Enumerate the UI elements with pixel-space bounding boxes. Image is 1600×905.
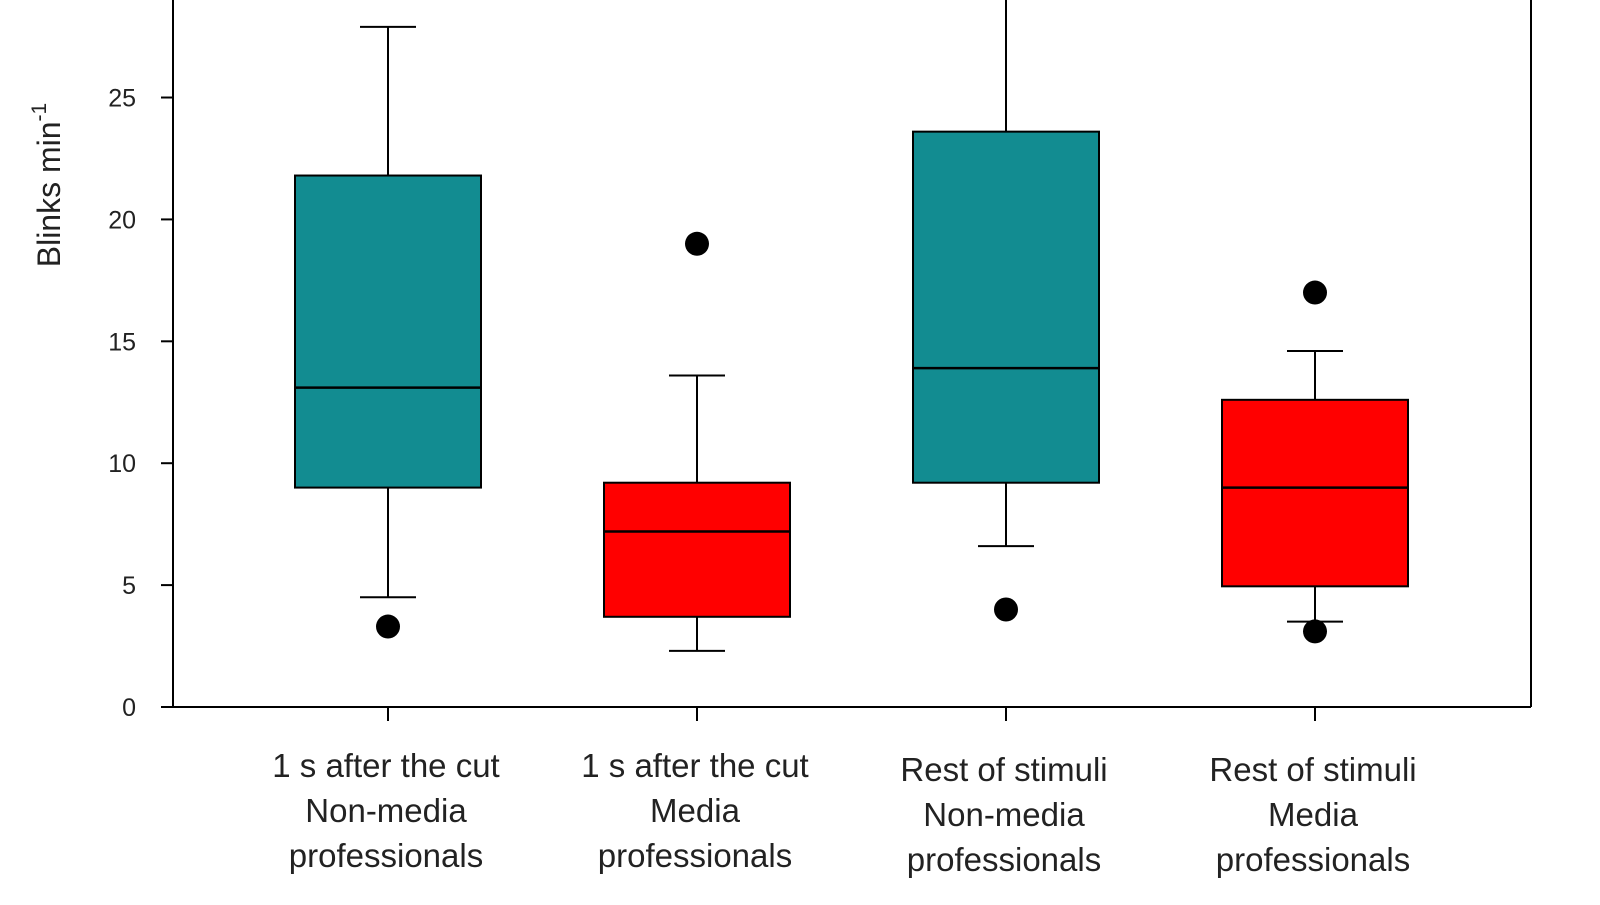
outlier-point — [1303, 280, 1327, 305]
labels-layer: 0 5 10 15 20 25 Blinks min-1 1 s after the cut N… — [28, 85, 1417, 878]
x-category-label-line-3: professionals — [289, 837, 483, 874]
x-category-label-line-1: 1 s after the cut — [272, 747, 499, 784]
box-iqr — [912, 130, 1100, 484]
axes-layer — [161, 0, 1532, 721]
x-category-label-line-2: Non-media — [305, 792, 467, 829]
y-tick-label: 25 — [108, 85, 136, 113]
y-axis-title-superscript: -1 — [28, 103, 51, 122]
box-group-4 — [1221, 280, 1409, 644]
x-category-label-line-1: Rest of stimuli — [900, 751, 1107, 788]
x-category-label-line-2: Non-media — [923, 796, 1085, 833]
y-tick-label: 10 — [108, 450, 136, 478]
x-category-label-line-3: professionals — [598, 837, 792, 874]
outlier-point — [376, 614, 400, 639]
x-category-label-line-1: Rest of stimuli — [1209, 751, 1416, 788]
y-axis-title: Blinks min-1 — [28, 103, 67, 268]
x-category-label-line-3: professionals — [1216, 841, 1410, 878]
x-category-label-line-2: Media — [1268, 796, 1359, 833]
outlier-point — [994, 597, 1018, 622]
box-group-3 — [912, 0, 1100, 622]
outlier-point — [1303, 619, 1327, 644]
x-category-label-line-1: 1 s after the cut — [581, 747, 808, 784]
outlier-point — [685, 231, 709, 256]
y-tick-label: 0 — [122, 694, 136, 722]
box-iqr — [294, 174, 482, 489]
y-tick-label: 5 — [122, 572, 136, 600]
y-tick-label: 15 — [108, 328, 136, 356]
box-group-1 — [294, 25, 482, 639]
x-category-label-line-3: professionals — [907, 841, 1101, 878]
box-group-2 — [603, 231, 791, 652]
x-category-label-line-2: Media — [650, 792, 741, 829]
box-iqr — [603, 481, 791, 618]
y-tick-label: 20 — [108, 206, 136, 234]
boxes-layer — [294, 0, 1409, 652]
y-axis-title-text: Blinks min — [31, 121, 67, 267]
box-iqr — [1221, 398, 1409, 588]
